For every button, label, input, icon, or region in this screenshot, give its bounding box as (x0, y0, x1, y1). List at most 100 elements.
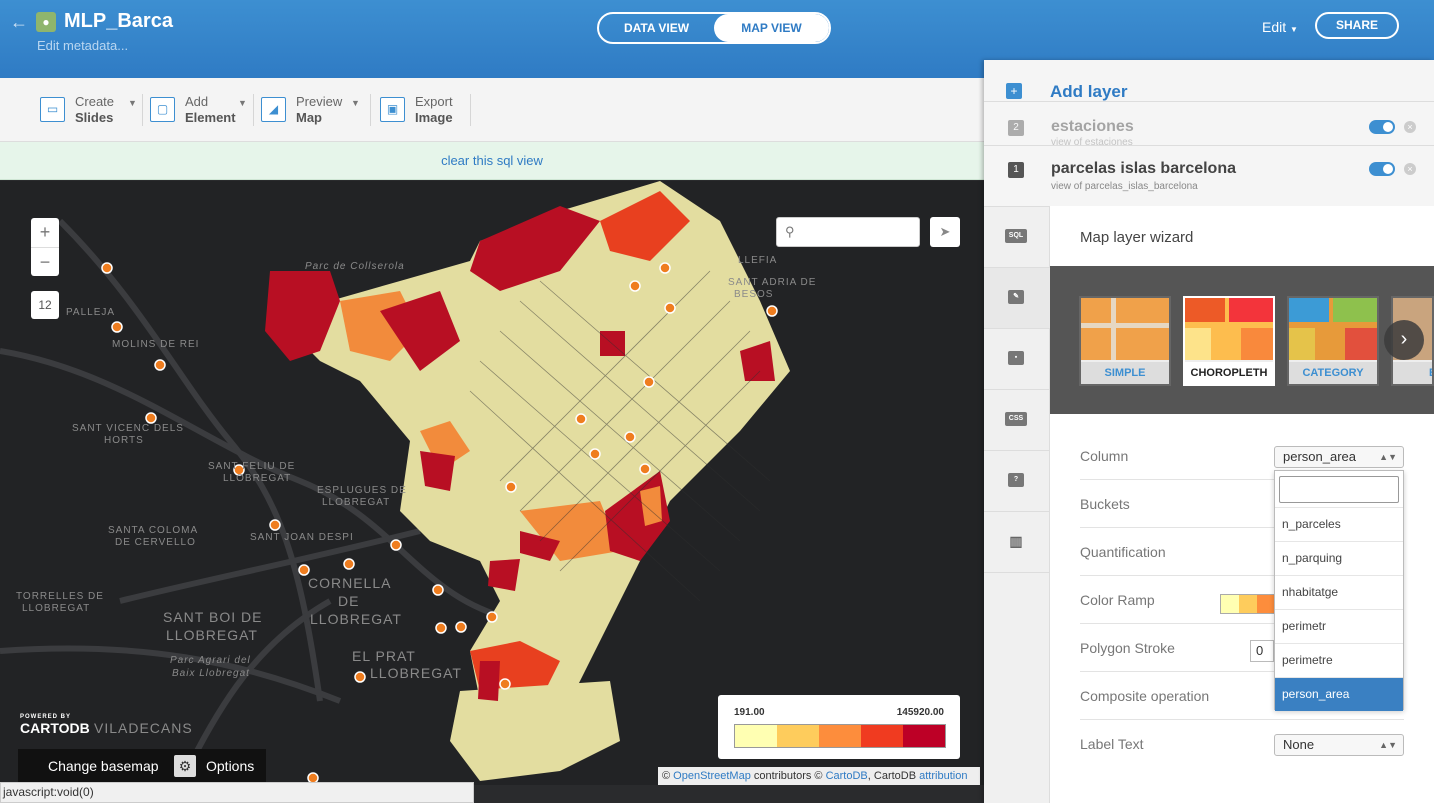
tab-legend[interactable]: ? (984, 451, 1050, 512)
place-label: SANT ADRIA DE (728, 277, 816, 288)
tab-css[interactable]: CSS (984, 390, 1050, 451)
station-marker[interactable] (629, 280, 641, 292)
data-view-tab[interactable]: DATA VIEW (623, 21, 690, 35)
zoom-in-button[interactable]: + (39, 222, 51, 242)
wizard-bubble-label: BU (1393, 362, 1432, 384)
chevron-down-icon: ▼ (351, 98, 360, 108)
station-marker[interactable] (269, 519, 281, 531)
preview-map-button[interactable]: ◢ Preview Map ▼ (261, 94, 361, 126)
station-marker[interactable] (354, 671, 366, 683)
station-marker[interactable] (664, 302, 676, 314)
layer-row-estaciones[interactable]: 2 estaciones view of estaciones × (984, 102, 1434, 148)
station-marker[interactable] (486, 611, 498, 623)
tab-infowindow[interactable]: ▪ (984, 329, 1050, 390)
parcel (420, 421, 470, 471)
edit-menu[interactable]: Edit ▼ (1262, 19, 1298, 35)
dropdown-option[interactable]: nhabitatge (1275, 575, 1403, 609)
back-arrow-icon[interactable]: ← (10, 12, 28, 32)
station-marker[interactable] (624, 431, 636, 443)
dropdown-option[interactable]: n_parceles (1275, 507, 1403, 541)
select-arrows-icon: ▲▼ (1379, 452, 1397, 462)
station-marker[interactable] (435, 622, 447, 634)
color-ramp-select[interactable] (1220, 594, 1276, 614)
layer-visibility-toggle[interactable] (1369, 162, 1395, 176)
layer-row-parcelas[interactable]: 1 parcelas islas barcelona view of parce… (984, 146, 1434, 207)
place-label: SANT JOAN DESPI (250, 532, 354, 543)
select-value: None (1283, 737, 1315, 752)
map-search-input[interactable]: ⚲ (776, 217, 920, 247)
station-marker[interactable] (505, 481, 517, 493)
attribution-text: © (662, 770, 674, 782)
place-label: LLOBREGAT (223, 473, 291, 484)
tab-filters[interactable]: ▥ (984, 512, 1050, 573)
lock-icon[interactable]: ● (36, 12, 56, 32)
zoom-out-button[interactable]: − (31, 247, 59, 276)
close-icon[interactable]: × (1404, 121, 1416, 133)
road (119, 528, 421, 604)
add-layer-button[interactable]: + Add layer (984, 60, 1434, 102)
layer-visibility-toggle[interactable] (1369, 120, 1395, 134)
clear-sql-view-link[interactable]: clear this sql view (441, 153, 543, 168)
share-button[interactable]: SHARE (1315, 12, 1399, 39)
map-title[interactable]: MLP_Barca (64, 10, 173, 32)
cartodb-link[interactable]: CartoDB (825, 770, 868, 782)
prop-row-column: Column person_area ▲▼ (1080, 432, 1404, 480)
station-marker[interactable] (233, 464, 245, 476)
bar-chart-icon: ▥ (1009, 533, 1023, 549)
chevron-right-icon[interactable]: › (1384, 320, 1424, 360)
wizard-choropleth[interactable]: CHOROPLETH (1183, 296, 1275, 386)
station-marker[interactable] (101, 262, 113, 274)
station-marker[interactable] (643, 376, 655, 388)
wizard-simple[interactable]: SIMPLE (1079, 296, 1171, 386)
preview-map-label-2: Map (296, 110, 322, 125)
gear-icon[interactable]: ⚙ (174, 755, 196, 777)
station-marker[interactable] (639, 463, 651, 475)
station-marker[interactable] (589, 448, 601, 460)
openstreetmap-link[interactable]: OpenStreetMap (673, 770, 751, 782)
send-icon[interactable]: ➤ (930, 217, 960, 247)
station-marker[interactable] (432, 584, 444, 596)
station-marker[interactable] (298, 564, 310, 576)
close-icon[interactable]: × (1404, 163, 1416, 175)
station-marker[interactable] (575, 413, 587, 425)
map-canvas[interactable]: Parc de Collserola PALLEJA MOLINS DE REI… (0, 181, 984, 785)
label-text-select[interactable]: None ▲▼ (1274, 734, 1404, 756)
layer-name[interactable]: estaciones (1051, 118, 1134, 135)
dropdown-option-selected[interactable]: person_area (1275, 677, 1403, 711)
create-slides-button[interactable]: ▭ Create Slides ▼ (40, 94, 140, 126)
map-view-tab[interactable]: MAP VIEW (714, 14, 829, 42)
plus-icon: + (1006, 83, 1022, 99)
attribution-link[interactable]: attribution (919, 770, 968, 782)
station-marker[interactable] (455, 621, 467, 633)
station-marker[interactable] (154, 359, 166, 371)
legend-color-bar (734, 724, 946, 748)
tab-wizard[interactable]: ✎ (984, 268, 1050, 329)
place-label: TORRELLES DE (16, 591, 104, 602)
place-labels: Parc de Collserola PALLEJA MOLINS DE REI… (16, 255, 816, 736)
station-marker[interactable] (659, 262, 671, 274)
polygon-stroke-input[interactable]: 0 (1250, 640, 1274, 662)
station-marker[interactable] (343, 558, 355, 570)
add-element-button[interactable]: ▢ Add Element ▼ (150, 94, 248, 126)
change-basemap-button[interactable]: Change basemap (48, 758, 159, 774)
station-marker[interactable] (111, 321, 123, 333)
dropdown-option[interactable]: perimetre (1275, 643, 1403, 677)
export-image-button[interactable]: ▣ Export Image (380, 94, 470, 126)
prop-label: Buckets (1080, 496, 1130, 512)
tab-sql[interactable]: SQL (984, 207, 1050, 268)
layer-subtitle: view of parcelas_islas_barcelona (1051, 181, 1198, 192)
dropdown-option[interactable]: n_parquing (1275, 541, 1403, 575)
options-button[interactable]: Options (206, 758, 255, 774)
dropdown-search-input[interactable] (1279, 476, 1399, 503)
dropdown-option[interactable]: perimetr (1275, 609, 1403, 643)
column-select[interactable]: person_area ▲▼ (1274, 446, 1404, 468)
layer-name[interactable]: parcelas islas barcelona (1051, 160, 1236, 177)
station-marker[interactable] (390, 539, 402, 551)
place-label: SANT BOI DE (163, 609, 262, 625)
station-marker[interactable] (145, 412, 157, 424)
grid-line (1081, 323, 1169, 328)
station-marker[interactable] (499, 678, 511, 690)
station-marker[interactable] (766, 305, 778, 317)
edit-metadata-link[interactable]: Edit metadata... (37, 38, 129, 53)
wizard-category[interactable]: CATEGORY (1287, 296, 1379, 386)
